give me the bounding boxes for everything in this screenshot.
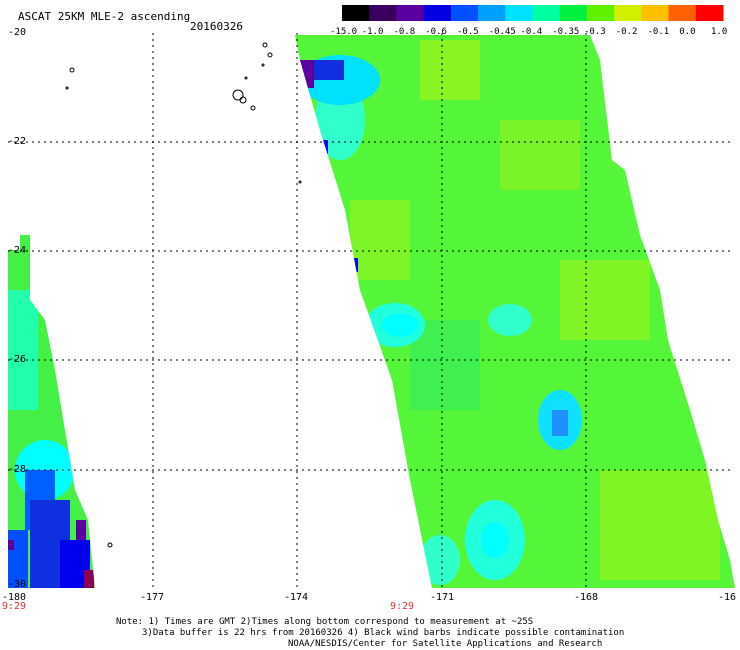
colorbar-swatch [369,5,397,21]
colorbar-swatch [450,5,479,21]
colorbar-tick-label: -0.2 [615,27,638,37]
colorbar-swatch [668,5,697,21]
colorbar-swatch [478,5,506,21]
colorbar [342,5,724,21]
colorbar-tick-label: -0.45 [488,27,516,37]
colorbar-swatch [423,5,452,21]
colorbar-tick-label: -15.0 [330,27,358,37]
lon-label: -177 [140,592,165,603]
colorbar-tick-label: 1.0 [711,27,728,37]
colorbar-swatch [342,5,370,21]
islands [65,42,302,548]
colorbar-tick-label: -0.8 [393,27,416,37]
colorbar-swatch [586,5,615,21]
lat-label: -28 [8,464,27,475]
colorbar-tick-label: -0.35 [552,27,580,37]
colorbar-tick-label: -0.6 [425,27,447,37]
colorbar-tick-label: -1.0 [361,27,384,37]
colorbar-swatch [695,5,724,21]
lon-label: -16 [718,592,737,603]
lon-label: -174 [284,592,309,603]
time-label: 9:29 [390,601,415,612]
lat-label: -30 [8,579,27,590]
colorbar-swatch [505,5,533,21]
colorbar-tick-label: -0.3 [584,27,606,37]
note-line-1: Note: 1) Times are GMT 2)Times along bot… [116,617,534,627]
lat-label: -24 [8,245,27,256]
colorbar-labels: -15.0 -1.0 -0.8 -0.6 -0.5 -0.45 -0.4 -0.35 -0.3-… [0,27,740,39]
colorbar-swatch [396,5,425,21]
map-title: ASCAT 25KM MLE-2 ascending [18,10,191,23]
colorbar-tick-label: -0.1 [647,27,670,37]
lon-label: -168 [574,592,599,603]
lon-label: -171 [430,592,455,603]
colorbar-swatch [641,5,670,21]
lon-label: -180 [2,592,27,603]
colorbar-swatch [559,5,588,21]
lat-label: -22 [8,136,27,147]
time-label: 9:29 [2,601,27,612]
colorbar-swatch [532,5,561,21]
note-line-3: NOAA/NESDIS/Center for Satellite Applica… [288,639,603,649]
colorbar-tick-label: -0.4 [520,27,543,37]
lat-label: -20 [8,27,27,38]
note-line-2: 3)Data buffer is 22 hrs from 20160326 4)… [142,628,625,638]
colorbar-swatch [614,5,642,21]
colorbar-tick-label: 0.0 [679,27,696,37]
grid [8,33,730,588]
map-date: 20160326 [190,20,243,33]
lat-label: -26 [8,354,27,365]
colorbar-tick-label: -0.5 [457,27,479,37]
